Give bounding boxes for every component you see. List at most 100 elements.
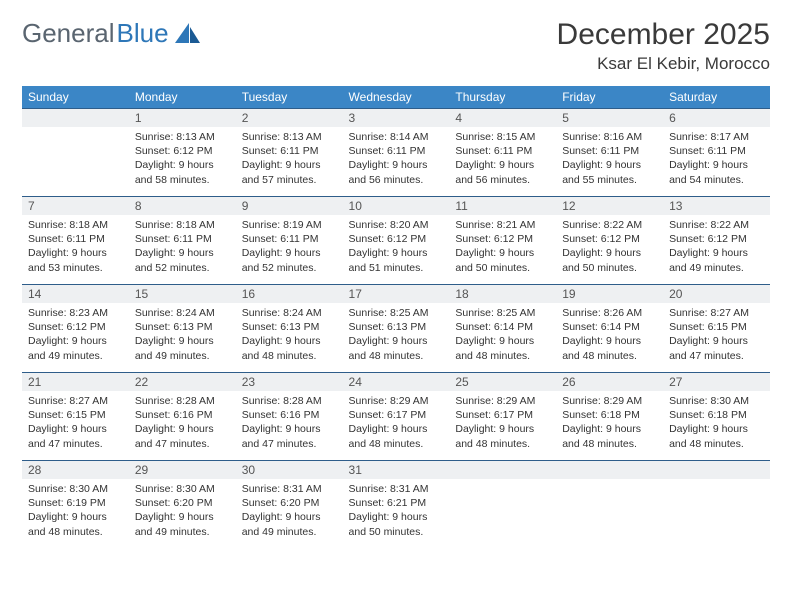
- daylight-line: Daylight: 9 hours and 51 minutes.: [349, 246, 444, 274]
- sunrise-line: Sunrise: 8:26 AM: [562, 306, 657, 320]
- calendar-day-cell: 6Sunrise: 8:17 AMSunset: 6:11 PMDaylight…: [663, 108, 770, 196]
- day-number-bar: 26: [556, 372, 663, 391]
- sunrise-line: Sunrise: 8:14 AM: [349, 130, 444, 144]
- day-body: Sunrise: 8:31 AMSunset: 6:20 PMDaylight:…: [236, 479, 343, 545]
- calendar-day-cell: 3Sunrise: 8:14 AMSunset: 6:11 PMDaylight…: [343, 108, 450, 196]
- day-body: Sunrise: 8:31 AMSunset: 6:21 PMDaylight:…: [343, 479, 450, 545]
- calendar-day-cell: 25Sunrise: 8:29 AMSunset: 6:17 PMDayligh…: [449, 372, 556, 460]
- daylight-line: Daylight: 9 hours and 56 minutes.: [455, 158, 550, 186]
- day-body: Sunrise: 8:13 AMSunset: 6:12 PMDaylight:…: [129, 127, 236, 193]
- calendar-empty-cell: [556, 460, 663, 548]
- sunrise-line: Sunrise: 8:22 AM: [562, 218, 657, 232]
- day-body: Sunrise: 8:27 AMSunset: 6:15 PMDaylight:…: [663, 303, 770, 369]
- sunrise-line: Sunrise: 8:29 AM: [349, 394, 444, 408]
- sunset-line: Sunset: 6:20 PM: [135, 496, 230, 510]
- calendar-week-row: 21Sunrise: 8:27 AMSunset: 6:15 PMDayligh…: [22, 372, 770, 460]
- calendar-week-row: 7Sunrise: 8:18 AMSunset: 6:11 PMDaylight…: [22, 196, 770, 284]
- daylight-line: Daylight: 9 hours and 48 minutes.: [28, 510, 123, 538]
- sunset-line: Sunset: 6:19 PM: [28, 496, 123, 510]
- calendar-day-cell: 22 Sunrise: 8:28 AMSunset: 6:16 PMDayligh…: [129, 372, 236, 460]
- daylight-line: Daylight: 9 hours and 49 minutes.: [28, 334, 123, 362]
- calendar-day-cell: 20Sunrise: 8:27 AMSunset: 6:15 PMDayligh…: [663, 284, 770, 372]
- calendar-day-cell: 31Sunrise: 8:31 AMSunset: 6:21 PMDayligh…: [343, 460, 450, 548]
- sunset-line: Sunset: 6:11 PM: [135, 232, 230, 246]
- sunset-line: Sunset: 6:15 PM: [669, 320, 764, 334]
- day-number-bar: 30: [236, 460, 343, 479]
- sunset-line: Sunset: 6:12 PM: [28, 320, 123, 334]
- day-number-bar: 29: [129, 460, 236, 479]
- calendar-empty-cell: [663, 460, 770, 548]
- sunset-line: Sunset: 6:12 PM: [135, 144, 230, 158]
- calendar-empty-cell: [449, 460, 556, 548]
- weekday-header: Friday: [556, 86, 663, 108]
- sunrise-line: Sunrise: 8:24 AM: [242, 306, 337, 320]
- sunrise-line: Sunrise: 8:25 AM: [349, 306, 444, 320]
- sunset-line: Sunset: 6:17 PM: [455, 408, 550, 422]
- day-body: Sunrise: 8:29 AMSunset: 6:17 PMDaylight:…: [343, 391, 450, 457]
- sunrise-line: Sunrise: 8:30 AM: [28, 482, 123, 496]
- daylight-line: Daylight: 9 hours and 49 minutes.: [135, 510, 230, 538]
- day-number-bar: 28: [22, 460, 129, 479]
- day-number-bar: 4: [449, 108, 556, 127]
- calendar-day-cell: 26Sunrise: 8:29 AMSunset: 6:18 PMDayligh…: [556, 372, 663, 460]
- calendar-day-cell: 19Sunrise: 8:26 AMSunset: 6:14 PMDayligh…: [556, 284, 663, 372]
- sunset-line: Sunset: 6:16 PM: [135, 408, 230, 422]
- day-number-bar: 31: [343, 460, 450, 479]
- weekday-header: Wednesday: [343, 86, 450, 108]
- sunrise-line: Sunrise: 8:28 AM: [242, 394, 337, 408]
- calendar-week-row: 14Sunrise: 8:23 AMSunset: 6:12 PMDayligh…: [22, 284, 770, 372]
- page-header: GeneralBlue December 2025 Ksar El Kebir,…: [22, 18, 770, 74]
- daylight-line: Daylight: 9 hours and 47 minutes.: [135, 422, 230, 450]
- day-number-bar: 22: [129, 372, 236, 391]
- day-number-bar: 1: [129, 108, 236, 127]
- calendar-day-cell: 21Sunrise: 8:27 AMSunset: 6:15 PMDayligh…: [22, 372, 129, 460]
- daylight-line: Daylight: 9 hours and 48 minutes.: [242, 334, 337, 362]
- day-body: Sunrise: 8:24 AMSunset: 6:13 PMDaylight:…: [236, 303, 343, 369]
- sunset-line: Sunset: 6:17 PM: [349, 408, 444, 422]
- daylight-line: Daylight: 9 hours and 48 minutes.: [455, 422, 550, 450]
- sunrise-line: Sunrise: 8:15 AM: [455, 130, 550, 144]
- day-body: Sunrise: 8:14 AMSunset: 6:11 PMDaylight:…: [343, 127, 450, 193]
- weekday-header: Saturday: [663, 86, 770, 108]
- daylight-line: Daylight: 9 hours and 48 minutes.: [455, 334, 550, 362]
- weekday-header-row: SundayMondayTuesdayWednesdayThursdayFrid…: [22, 86, 770, 108]
- sunrise-line: Sunrise: 8:27 AM: [28, 394, 123, 408]
- sunset-line: Sunset: 6:12 PM: [562, 232, 657, 246]
- day-body: Sunrise: 8:26 AMSunset: 6:14 PMDaylight:…: [556, 303, 663, 369]
- daylight-line: Daylight: 9 hours and 48 minutes.: [349, 334, 444, 362]
- day-number-bar: 11: [449, 196, 556, 215]
- day-number-bar: 9: [236, 196, 343, 215]
- sunset-line: Sunset: 6:12 PM: [455, 232, 550, 246]
- calendar-day-cell: 15Sunrise: 8:24 AMSunset: 6:13 PMDayligh…: [129, 284, 236, 372]
- day-body: Sunrise: 8:18 AMSunset: 6:11 PMDaylight:…: [22, 215, 129, 281]
- daylight-line: Daylight: 9 hours and 57 minutes.: [242, 158, 337, 186]
- daylight-line: Daylight: 9 hours and 48 minutes.: [562, 334, 657, 362]
- daylight-line: Daylight: 9 hours and 48 minutes.: [562, 422, 657, 450]
- calendar-day-cell: 4Sunrise: 8:15 AMSunset: 6:11 PMDaylight…: [449, 108, 556, 196]
- daylight-line: Daylight: 9 hours and 54 minutes.: [669, 158, 764, 186]
- day-body: Sunrise: 8:29 AMSunset: 6:18 PMDaylight:…: [556, 391, 663, 457]
- sunrise-line: Sunrise: 8:21 AM: [455, 218, 550, 232]
- day-body: Sunrise: 8:17 AMSunset: 6:11 PMDaylight:…: [663, 127, 770, 193]
- day-number-bar: 17: [343, 284, 450, 303]
- calendar-day-cell: 12Sunrise: 8:22 AMSunset: 6:12 PMDayligh…: [556, 196, 663, 284]
- title-block: December 2025 Ksar El Kebir, Morocco: [557, 18, 770, 74]
- sunrise-line: Sunrise: 8:20 AM: [349, 218, 444, 232]
- sunrise-line: Sunrise: 8:18 AM: [135, 218, 230, 232]
- sunset-line: Sunset: 6:11 PM: [28, 232, 123, 246]
- sunrise-line: Sunrise: 8:13 AM: [242, 130, 337, 144]
- sunrise-line: Sunrise: 8:28 AM: [135, 394, 230, 408]
- day-body: Sunrise: 8:20 AMSunset: 6:12 PMDaylight:…: [343, 215, 450, 281]
- calendar-day-cell: 10Sunrise: 8:20 AMSunset: 6:12 PMDayligh…: [343, 196, 450, 284]
- day-body: Sunrise: 8:25 AMSunset: 6:13 PMDaylight:…: [343, 303, 450, 369]
- sunset-line: Sunset: 6:13 PM: [135, 320, 230, 334]
- calendar-day-cell: 11Sunrise: 8:21 AMSunset: 6:12 PMDayligh…: [449, 196, 556, 284]
- sunset-line: Sunset: 6:21 PM: [349, 496, 444, 510]
- sunrise-line: Sunrise: 8:29 AM: [562, 394, 657, 408]
- weekday-header: Tuesday: [236, 86, 343, 108]
- day-number-bar: 16: [236, 284, 343, 303]
- calendar-day-cell: 29Sunrise: 8:30 AMSunset: 6:20 PMDayligh…: [129, 460, 236, 548]
- day-number-bar: 18: [449, 284, 556, 303]
- sunset-line: Sunset: 6:15 PM: [28, 408, 123, 422]
- weekday-header: Monday: [129, 86, 236, 108]
